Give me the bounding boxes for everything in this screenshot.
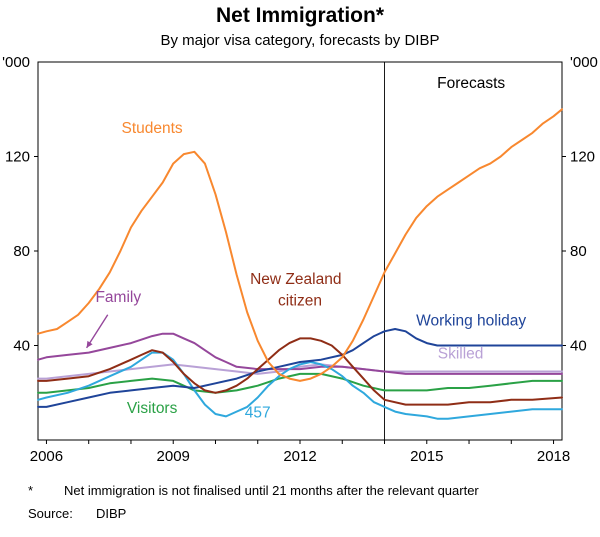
label-visitors: Visitors — [127, 400, 178, 417]
x-tick-label: 2006 — [30, 448, 63, 465]
source-value: DIBP — [96, 506, 127, 521]
family-arrow-head — [86, 340, 93, 348]
footnote-symbol: * — [28, 483, 34, 498]
x-tick-label: 2018 — [537, 448, 570, 465]
label-skilled: Skilled — [438, 345, 484, 362]
y-tick-label-left: 80 — [13, 243, 30, 260]
source: Source: DIBP — [28, 506, 580, 522]
label-457: 457 — [245, 405, 271, 422]
source-label: Source: — [28, 506, 73, 521]
label-forecasts: Forecasts — [437, 75, 505, 92]
y-tick-label-right: 80 — [570, 243, 587, 260]
family-arrow-line — [86, 314, 109, 349]
net-immigration-chart: 40 40 80 80 120 120 '000 '000 2006 2009 2012 2015 20… — [2, 54, 598, 465]
footnote: * Net immigration is not finalised until… — [28, 483, 580, 499]
x-tick-label: 2012 — [283, 448, 316, 465]
y-tick-label-left: 40 — [13, 338, 30, 355]
series-visitors-line — [37, 372, 563, 394]
footnote-text: Net immigration is not finalised until 2… — [64, 483, 479, 498]
label-family: Family — [95, 289, 141, 306]
x-tick-label: 2015 — [410, 448, 443, 465]
y-tick-label-right: 40 — [570, 338, 587, 355]
y-axis-unit-right: '000 — [570, 54, 598, 71]
series-457-line — [37, 351, 563, 420]
label-nz-citizen-1: New Zealand — [250, 271, 341, 288]
x-tick-label: 2009 — [157, 448, 190, 465]
series-students-line — [37, 108, 563, 382]
label-working-holiday: Working holiday — [416, 312, 526, 329]
series-nz-citizen-line — [37, 337, 563, 406]
series-family-line — [37, 332, 563, 375]
series-working-holiday-line — [37, 328, 563, 408]
y-axis-unit-left: '000 — [2, 54, 30, 71]
footnotes: * Net immigration is not finalised until… — [0, 477, 600, 522]
y-tick-label-right: 120 — [570, 149, 595, 166]
label-students: Students — [122, 120, 183, 137]
chart-subtitle: By major visa category, forecasts by DIB… — [160, 32, 440, 49]
label-nz-citizen-2: citizen — [278, 292, 322, 309]
y-tick-label-left: 120 — [5, 149, 30, 166]
chart-title: Net Immigration* — [215, 4, 385, 27]
